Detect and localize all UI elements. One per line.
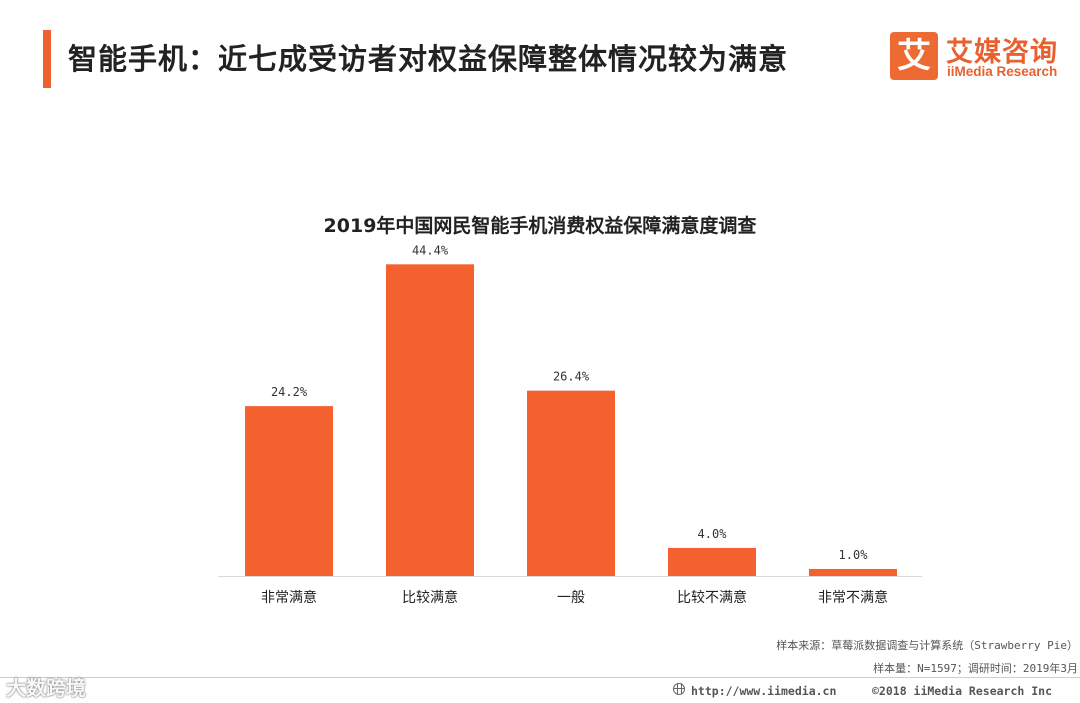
category-label-2: 比较满意 bbox=[402, 589, 458, 606]
brand-subtitle: iiMedia Research bbox=[947, 64, 1058, 79]
value-label-1: 24.2% bbox=[271, 385, 308, 399]
value-label-2: 44.4% bbox=[412, 243, 449, 257]
bar-group bbox=[245, 264, 897, 576]
footer-divider bbox=[0, 677, 1080, 678]
value-label-4: 4.0% bbox=[698, 527, 728, 541]
footer-url[interactable]: http://www.iimedia.cn bbox=[691, 684, 837, 698]
category-label-1: 非常满意 bbox=[261, 589, 317, 606]
footer-copyright: ©2018 iiMedia Research Inc bbox=[872, 684, 1053, 698]
value-label-5: 1.0% bbox=[839, 548, 869, 562]
bar-2 bbox=[386, 264, 474, 576]
brand-logo-block: 艾 艾媒咨询 iiMedia Research bbox=[890, 28, 1075, 84]
category-label-group: 非常满意 比较满意 一般 比较不满意 非常不满意 bbox=[261, 589, 888, 606]
globe-icon bbox=[673, 683, 685, 695]
slide-title: 智能手机：近七成受访者对权益保障整体情况较为满意 bbox=[68, 42, 789, 76]
watermark-text: 大数跨境 bbox=[6, 676, 86, 700]
value-label-3: 26.4% bbox=[553, 370, 590, 384]
brand-logo-icon: 艾 bbox=[890, 32, 938, 80]
chart-title: 2019年中国网民智能手机消费权益保障满意度调查 bbox=[323, 215, 757, 237]
bar-4 bbox=[668, 547, 756, 576]
value-label-group: 24.2% 44.4% 26.4% 4.0% 1.0% bbox=[271, 243, 868, 562]
brand-name: 艾媒咨询 bbox=[946, 37, 1058, 68]
sample-size-note: 样本量：N=1597；调研时间：2019年3月 bbox=[873, 662, 1078, 675]
bar-3 bbox=[527, 390, 615, 576]
category-label-3: 一般 bbox=[557, 590, 585, 606]
source-note: 样本来源：草莓派数据调查与计算系统（Strawberry Pie） bbox=[776, 639, 1078, 652]
category-label-5: 非常不满意 bbox=[818, 589, 888, 606]
bar-1 bbox=[245, 406, 333, 576]
bar-5 bbox=[809, 568, 897, 576]
title-accent-bar bbox=[43, 30, 51, 88]
category-label-4: 比较不满意 bbox=[677, 589, 747, 606]
